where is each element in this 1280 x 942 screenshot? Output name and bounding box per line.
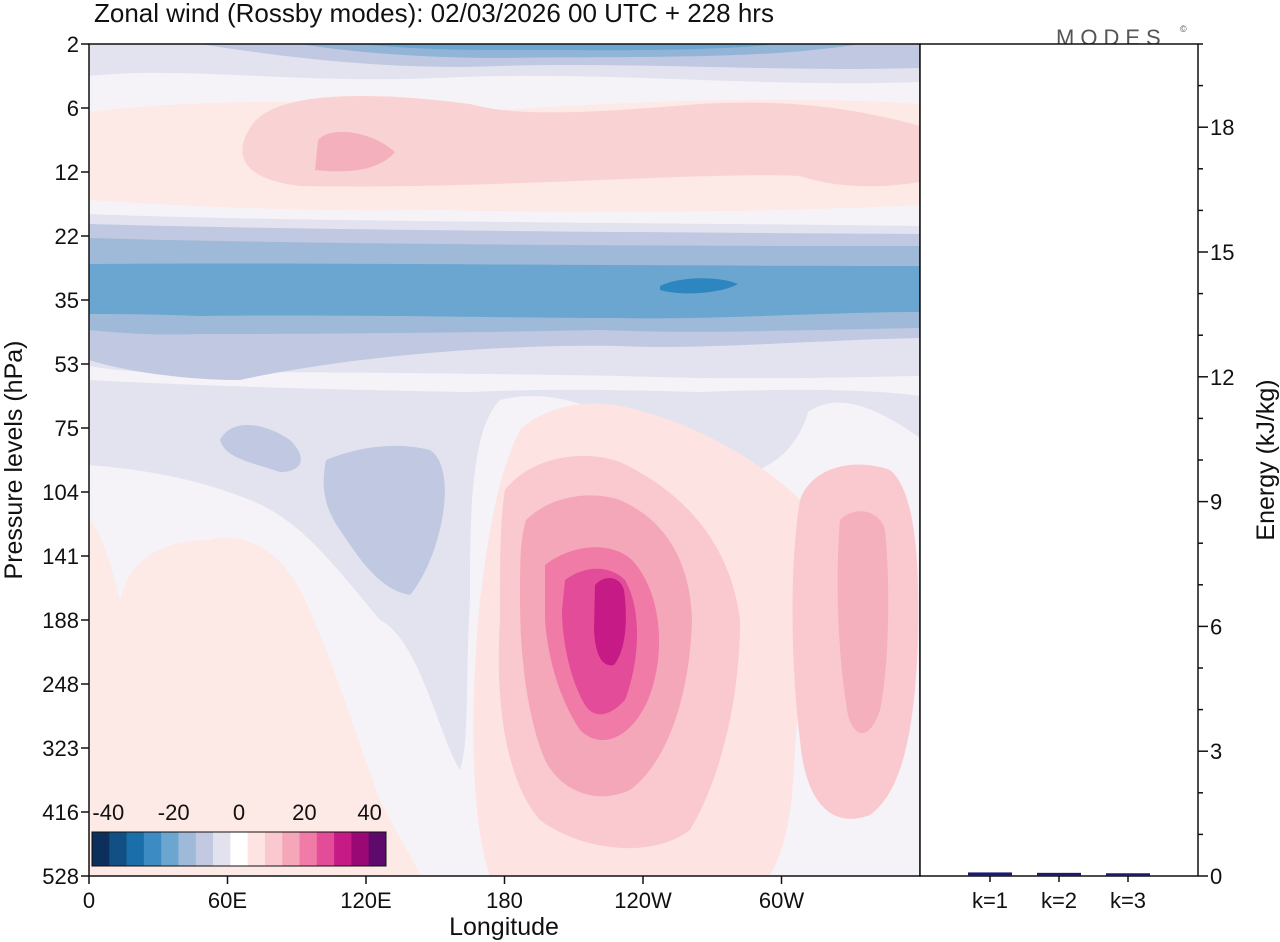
pressure-tick-label: 248 xyxy=(42,672,79,697)
pressure-tick-label: 2 xyxy=(67,32,79,57)
bar-category-label: k=1 xyxy=(972,888,1008,913)
longitude-tick-label: 0 xyxy=(83,888,95,913)
energy-axis: 0 3 6 9 12 15 18 xyxy=(1198,43,1234,889)
pressure-tick-label: 22 xyxy=(55,224,79,249)
colorbar-swatch xyxy=(109,832,128,866)
energy-tick-label: 18 xyxy=(1210,115,1234,140)
bar-category-label: k=3 xyxy=(1110,888,1146,913)
pressure-tick-label: 416 xyxy=(42,800,79,825)
strat-pos-max xyxy=(315,131,395,172)
trop-neg-region xyxy=(89,380,920,770)
strat-pos-core xyxy=(242,95,920,187)
colorbar: -40 -20 0 20 40 xyxy=(91,800,387,867)
energy-tick-label: 9 xyxy=(1210,490,1222,515)
energy-bars xyxy=(968,872,1150,876)
pressure-tick-label: 6 xyxy=(67,96,79,121)
pressure-tick-label: 528 xyxy=(42,864,79,889)
trop-pos-west xyxy=(89,520,420,876)
y-axis-label: Pressure levels (hPa) xyxy=(0,341,28,580)
colorbar-swatch xyxy=(161,832,179,866)
logo-mark: © xyxy=(1180,24,1187,34)
energy-bar-labels: k=1 k=2 k=3 xyxy=(972,876,1146,913)
energy-tick-label: 3 xyxy=(1210,739,1222,764)
energy-tick-label: 12 xyxy=(1210,365,1234,390)
colorbar-tick-label: -20 xyxy=(158,800,190,825)
pressure-axis: 2 6 12 22 35 53 75 104 141 188 248 323 416 528 xyxy=(42,32,89,889)
energy-tick-label: 0 xyxy=(1210,864,1222,889)
x-axis-label: Longitude xyxy=(449,913,559,941)
colorbar-swatch xyxy=(92,832,110,866)
colorbar-tick-label: 20 xyxy=(292,800,316,825)
energy-bar xyxy=(1037,872,1081,876)
colorbar-tick-label: -40 xyxy=(92,800,124,825)
colorbar-swatch xyxy=(247,832,266,866)
jet-band-3 xyxy=(89,263,920,319)
energy-bar xyxy=(968,872,1012,876)
colorbar-swatch xyxy=(195,832,214,866)
pressure-tick-label: 35 xyxy=(55,288,79,313)
colorbar-swatch xyxy=(299,832,318,866)
longitude-tick-label: 120E xyxy=(340,888,391,913)
longitude-tick-label: 180 xyxy=(486,888,523,913)
trop-pos-east-2 xyxy=(837,511,889,734)
pressure-tick-label: 104 xyxy=(42,480,79,505)
longitude-axis: 0 60E 120E 180 120W 60W xyxy=(83,876,804,913)
zonal-wind-contour-field xyxy=(89,44,920,876)
trop-neg-blob-2 xyxy=(323,445,445,595)
colorbar-swatch xyxy=(213,832,231,866)
bar-category-label: k=2 xyxy=(1041,888,1077,913)
colorbar-frame xyxy=(91,831,387,867)
pressure-tick-label: 323 xyxy=(42,736,79,761)
pressure-tick-label: 75 xyxy=(55,416,79,441)
colorbar-swatch xyxy=(143,832,162,866)
colorbar-tick-label: 40 xyxy=(357,800,381,825)
colorbar-swatch xyxy=(334,832,352,866)
trop-pos-max xyxy=(594,577,626,666)
trop-neg-blob-1 xyxy=(220,425,301,472)
colorbar-tick-label: 0 xyxy=(233,800,245,825)
colorbar-swatch xyxy=(351,832,370,866)
colorbar-swatch xyxy=(316,832,335,866)
energy-tick-label: 6 xyxy=(1210,614,1222,639)
colorbar-labels: -40 -20 0 20 40 xyxy=(92,800,381,825)
jet-core xyxy=(660,278,738,294)
pressure-tick-label: 188 xyxy=(42,608,79,633)
colorbar-swatch xyxy=(368,832,387,866)
colorbar-swatch xyxy=(178,832,197,866)
longitude-tick-label: 60W xyxy=(759,888,804,913)
energy-bar xyxy=(1106,873,1150,876)
pressure-tick-label: 53 xyxy=(55,352,79,377)
energy-panel-frame xyxy=(919,43,1199,877)
colorbar-swatch xyxy=(126,832,145,866)
longitude-tick-label: 120W xyxy=(614,888,672,913)
longitude-tick-label: 60E xyxy=(208,888,247,913)
energy-axis-label: Energy (kJ/kg) xyxy=(1252,379,1280,540)
colorbar-swatch xyxy=(282,832,301,866)
energy-tick-label: 15 xyxy=(1210,240,1234,265)
chart-title: Zonal wind (Rossby modes): 02/03/2026 00… xyxy=(94,0,774,28)
pressure-tick-label: 141 xyxy=(42,544,79,569)
colorbar-swatch xyxy=(230,832,249,866)
strat-neg-band-core xyxy=(360,44,780,51)
pressure-tick-label: 12 xyxy=(55,160,79,185)
colorbar-swatches xyxy=(92,832,387,866)
colorbar-swatch xyxy=(264,832,283,866)
